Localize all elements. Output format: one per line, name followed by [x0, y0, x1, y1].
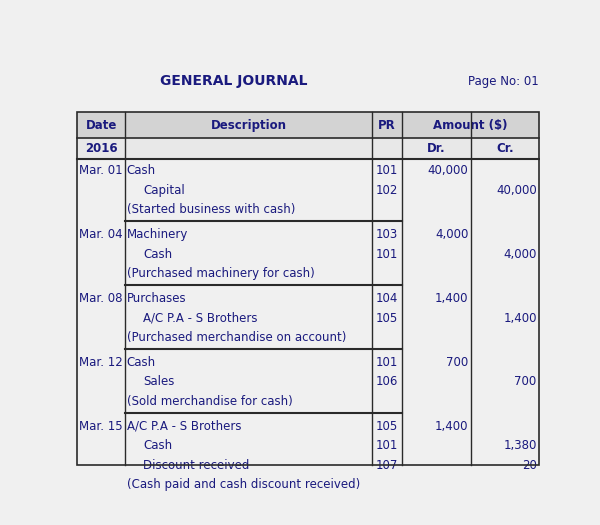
Bar	[77, 138, 539, 159]
Text: (Started business with cash): (Started business with cash)	[127, 203, 295, 216]
Text: 1,400: 1,400	[503, 311, 537, 324]
Bar	[77, 287, 539, 350]
Text: Cr.: Cr.	[496, 142, 514, 155]
Text: Mar. 15: Mar. 15	[79, 420, 122, 433]
Bar	[77, 223, 539, 287]
Text: 700: 700	[514, 375, 537, 388]
Text: 1,380: 1,380	[503, 439, 537, 453]
Text: Capital: Capital	[143, 184, 185, 197]
Text: (Purchased merchandise on account): (Purchased merchandise on account)	[127, 331, 346, 344]
Text: Purchases: Purchases	[127, 292, 186, 305]
Text: 105: 105	[376, 311, 398, 324]
Text: Cash: Cash	[127, 356, 156, 369]
Text: Mar. 08: Mar. 08	[79, 292, 122, 305]
Text: 700: 700	[446, 356, 469, 369]
Text: 40,000: 40,000	[496, 184, 537, 197]
Text: Description: Description	[211, 119, 286, 132]
Text: A/C P.A - S Brothers: A/C P.A - S Brothers	[127, 420, 241, 433]
Text: Sales: Sales	[143, 375, 174, 388]
Bar	[77, 112, 539, 465]
Text: 103: 103	[376, 228, 398, 242]
Text: 102: 102	[376, 184, 398, 197]
Bar	[77, 112, 539, 138]
Text: 101: 101	[376, 164, 398, 177]
Text: 4,000: 4,000	[503, 248, 537, 261]
Text: 101: 101	[376, 439, 398, 453]
Text: Mar. 04: Mar. 04	[79, 228, 122, 242]
Text: Mar. 01: Mar. 01	[79, 164, 122, 177]
Text: 1,400: 1,400	[435, 420, 469, 433]
Text: Cash: Cash	[127, 164, 156, 177]
Text: Date: Date	[86, 119, 117, 132]
Bar	[77, 414, 539, 498]
Text: Cash: Cash	[143, 439, 172, 453]
Text: Page No: 01: Page No: 01	[468, 75, 539, 88]
Text: PR: PR	[378, 119, 395, 132]
Text: 20: 20	[522, 459, 537, 472]
Text: 2016: 2016	[85, 142, 118, 155]
Text: Amount ($): Amount ($)	[433, 119, 508, 132]
Text: GENERAL JOURNAL: GENERAL JOURNAL	[160, 74, 308, 88]
Text: (Sold merchandise for cash): (Sold merchandise for cash)	[127, 395, 292, 408]
Text: 105: 105	[376, 420, 398, 433]
Text: Discount received: Discount received	[143, 459, 249, 472]
Text: 1,400: 1,400	[435, 292, 469, 305]
Bar	[77, 350, 539, 414]
Text: 104: 104	[376, 292, 398, 305]
Text: 106: 106	[376, 375, 398, 388]
Text: 101: 101	[376, 356, 398, 369]
Text: 40,000: 40,000	[428, 164, 469, 177]
Text: (Cash paid and cash discount received): (Cash paid and cash discount received)	[127, 478, 360, 491]
Text: A/C P.A - S Brothers: A/C P.A - S Brothers	[143, 311, 257, 324]
Bar	[77, 159, 539, 223]
Text: (Purchased machinery for cash): (Purchased machinery for cash)	[127, 267, 314, 280]
Text: Cash: Cash	[143, 248, 172, 261]
Text: 101: 101	[376, 248, 398, 261]
Text: Machinery: Machinery	[127, 228, 188, 242]
Text: 4,000: 4,000	[435, 228, 469, 242]
Text: Mar. 12: Mar. 12	[79, 356, 122, 369]
Text: 107: 107	[376, 459, 398, 472]
Text: Dr.: Dr.	[427, 142, 446, 155]
